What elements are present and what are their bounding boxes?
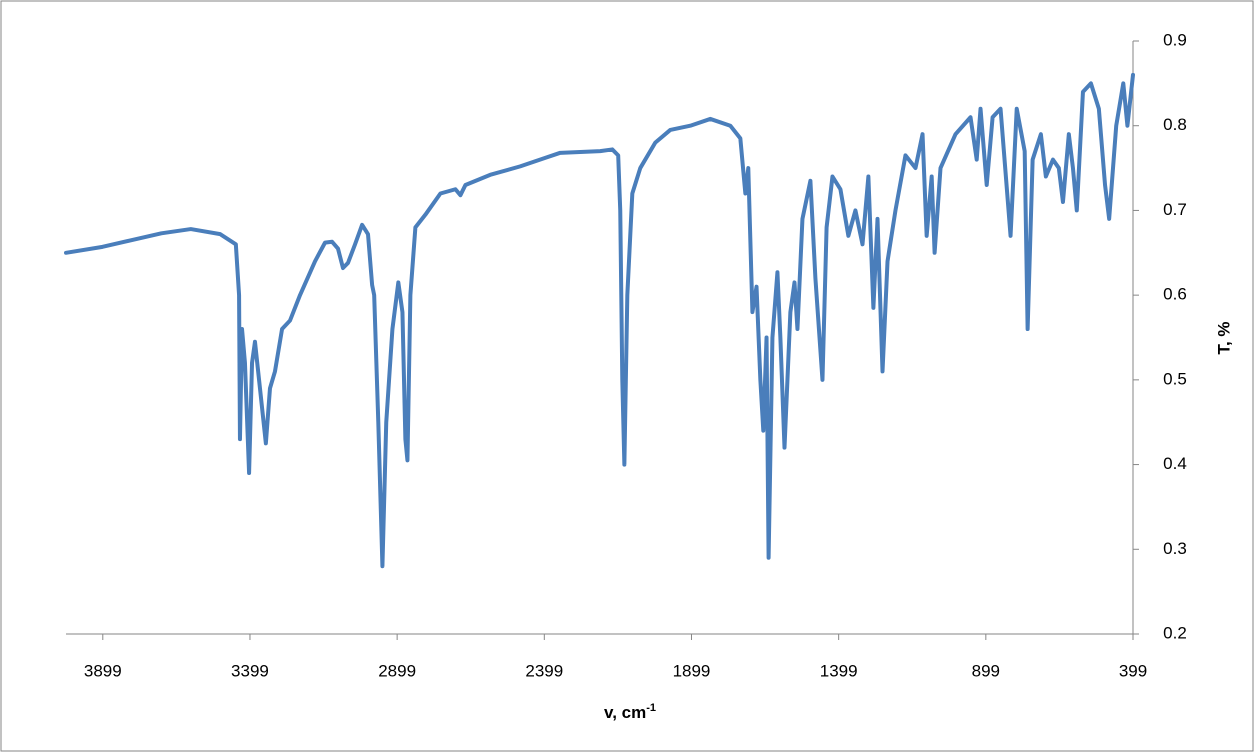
spectrum-line: [64, 72, 1135, 569]
y-tick-label: 0.6: [1163, 285, 1187, 304]
x-tick-label: 1399: [820, 661, 858, 680]
y-tick-label: 0.2: [1163, 623, 1187, 642]
x-tick-label: 899: [972, 661, 1000, 680]
y-tick-label: 0.3: [1163, 539, 1187, 558]
x-tick-label: 3399: [231, 661, 269, 680]
x-tick-label: 399: [1119, 661, 1147, 680]
x-tick-label: 3899: [84, 661, 122, 680]
x-tick-label: 2399: [525, 661, 563, 680]
y-tick-label: 0.7: [1163, 200, 1187, 219]
x-axis-label: v, cm-1: [604, 702, 656, 723]
y-tick-label: 0.9: [1163, 30, 1187, 49]
y-tick-label: 0.4: [1163, 454, 1187, 473]
y-tick-label: 0.5: [1163, 369, 1187, 388]
x-tick-label: 1899: [673, 661, 711, 680]
x-tick-label: 2899: [378, 661, 416, 680]
y-tick-label: 0.8: [1163, 115, 1187, 134]
y-axis-label: T, %: [1214, 321, 1233, 354]
